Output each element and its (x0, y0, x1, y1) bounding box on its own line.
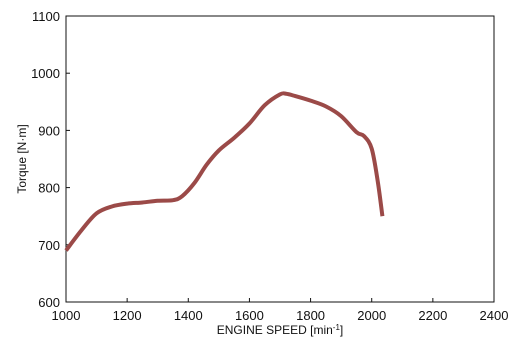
plot-frame (65, 15, 495, 303)
y-tick-label: 900 (38, 123, 60, 138)
x-tick-label: 1400 (174, 308, 203, 323)
x-axis-label-main: ENGINE SPEED [min (217, 323, 333, 337)
x-tick-label: 2200 (418, 308, 447, 323)
tick-group: 1000 1200 1400 1600 1800 2000 2200 2400 600 700 80… (31, 9, 508, 323)
x-tick-label: 1000 (52, 308, 81, 323)
x-axis-label: ENGINE SPEED [min-1] (217, 323, 344, 337)
series-group (64, 91, 385, 252)
torque-series-line (64, 91, 385, 252)
x-tick-label: 1800 (296, 308, 325, 323)
y-tick-label: 1100 (32, 9, 60, 24)
y-axis-label: Torque [N·m] (15, 124, 29, 193)
y-tick-label: 800 (38, 181, 60, 196)
x-axis-label-end: ] (340, 323, 343, 337)
y-tick-label: 600 (38, 295, 60, 310)
x-tick-label: 1200 (113, 308, 142, 323)
y-tick-label: 1000 (31, 66, 60, 81)
x-tick-label: 2000 (357, 308, 386, 323)
y-tick-label: 700 (38, 238, 60, 253)
x-axis-label-superscript: -1 (333, 323, 341, 332)
x-tick-label: 1600 (235, 308, 264, 323)
x-tick-label: 2400 (480, 308, 509, 323)
